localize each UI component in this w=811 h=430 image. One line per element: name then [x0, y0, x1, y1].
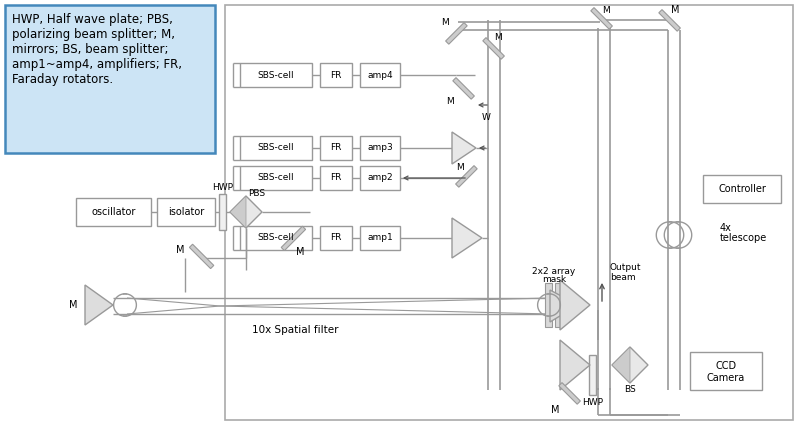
Polygon shape: [611, 347, 629, 383]
Polygon shape: [452, 218, 482, 258]
Text: Controller: Controller: [717, 184, 765, 194]
Bar: [76, 198, 151, 226]
Text: SBS-cell: SBS-cell: [257, 233, 294, 243]
Bar: [240, 63, 311, 87]
Bar: [359, 136, 400, 160]
Bar: [544, 283, 551, 327]
Bar: [320, 226, 351, 250]
Text: oscillator: oscillator: [91, 207, 135, 217]
Polygon shape: [189, 244, 213, 269]
Polygon shape: [85, 285, 113, 325]
Polygon shape: [455, 166, 477, 187]
Text: Camera: Camera: [706, 373, 744, 383]
Bar: [320, 166, 351, 190]
Text: CCD: CCD: [714, 361, 736, 371]
Polygon shape: [445, 23, 466, 44]
Text: telescope: telescope: [719, 233, 766, 243]
Bar: [219, 194, 225, 230]
Text: FR: FR: [330, 71, 341, 80]
Text: SBS-cell: SBS-cell: [257, 71, 294, 80]
Text: 10x Spatial filter: 10x Spatial filter: [251, 325, 338, 335]
Bar: [320, 63, 351, 87]
Bar: [240, 166, 311, 190]
Polygon shape: [590, 8, 611, 29]
Text: M: M: [69, 300, 77, 310]
Polygon shape: [281, 226, 305, 251]
Bar: [157, 198, 215, 226]
Polygon shape: [558, 383, 580, 404]
Text: Output: Output: [609, 264, 641, 273]
Text: M: M: [670, 5, 679, 15]
Text: M: M: [494, 33, 501, 42]
Polygon shape: [560, 280, 590, 330]
Bar: [320, 136, 351, 160]
Polygon shape: [483, 38, 504, 59]
Text: PBS: PBS: [248, 188, 265, 197]
Bar: [359, 63, 400, 87]
Polygon shape: [453, 78, 474, 99]
Text: M: M: [445, 98, 453, 107]
Bar: [5, 5, 215, 153]
Bar: [588, 355, 595, 395]
Text: amp3: amp3: [367, 144, 393, 153]
Bar: [240, 226, 311, 250]
Text: W: W: [481, 113, 490, 122]
Bar: [554, 283, 561, 327]
Text: isolator: isolator: [168, 207, 204, 217]
Text: 4x: 4x: [719, 223, 731, 233]
Text: FR: FR: [330, 173, 341, 182]
Text: 2x2 array: 2x2 array: [532, 267, 575, 276]
Polygon shape: [560, 340, 590, 390]
Text: HWP: HWP: [212, 182, 233, 191]
Text: HWP: HWP: [581, 399, 603, 408]
Bar: [359, 226, 400, 250]
Polygon shape: [230, 196, 246, 228]
Bar: [225, 5, 792, 420]
Text: SBS-cell: SBS-cell: [257, 144, 294, 153]
Text: M: M: [295, 247, 304, 257]
Text: M: M: [456, 163, 463, 172]
Bar: [702, 175, 780, 203]
Bar: [240, 136, 311, 160]
Text: FR: FR: [330, 233, 341, 243]
Text: M: M: [440, 18, 448, 27]
Text: M: M: [550, 405, 559, 415]
Polygon shape: [549, 290, 577, 322]
Bar: [359, 166, 400, 190]
Text: FR: FR: [330, 144, 341, 153]
Bar: [689, 352, 761, 390]
Text: SBS-cell: SBS-cell: [257, 173, 294, 182]
Text: amp1: amp1: [367, 233, 393, 243]
Polygon shape: [611, 347, 647, 383]
Text: amp2: amp2: [367, 173, 393, 182]
Text: amp4: amp4: [367, 71, 393, 80]
Text: M: M: [175, 245, 184, 255]
Polygon shape: [658, 9, 680, 31]
Text: HWP, Half wave plate; PBS,
polarizing beam splitter; M,
mirrors; BS, beam splitt: HWP, Half wave plate; PBS, polarizing be…: [12, 13, 182, 86]
Text: mask: mask: [541, 276, 565, 285]
Text: BS: BS: [624, 386, 635, 394]
Text: beam: beam: [609, 273, 635, 283]
Polygon shape: [452, 132, 475, 164]
Polygon shape: [230, 196, 262, 228]
Text: M: M: [602, 6, 609, 15]
